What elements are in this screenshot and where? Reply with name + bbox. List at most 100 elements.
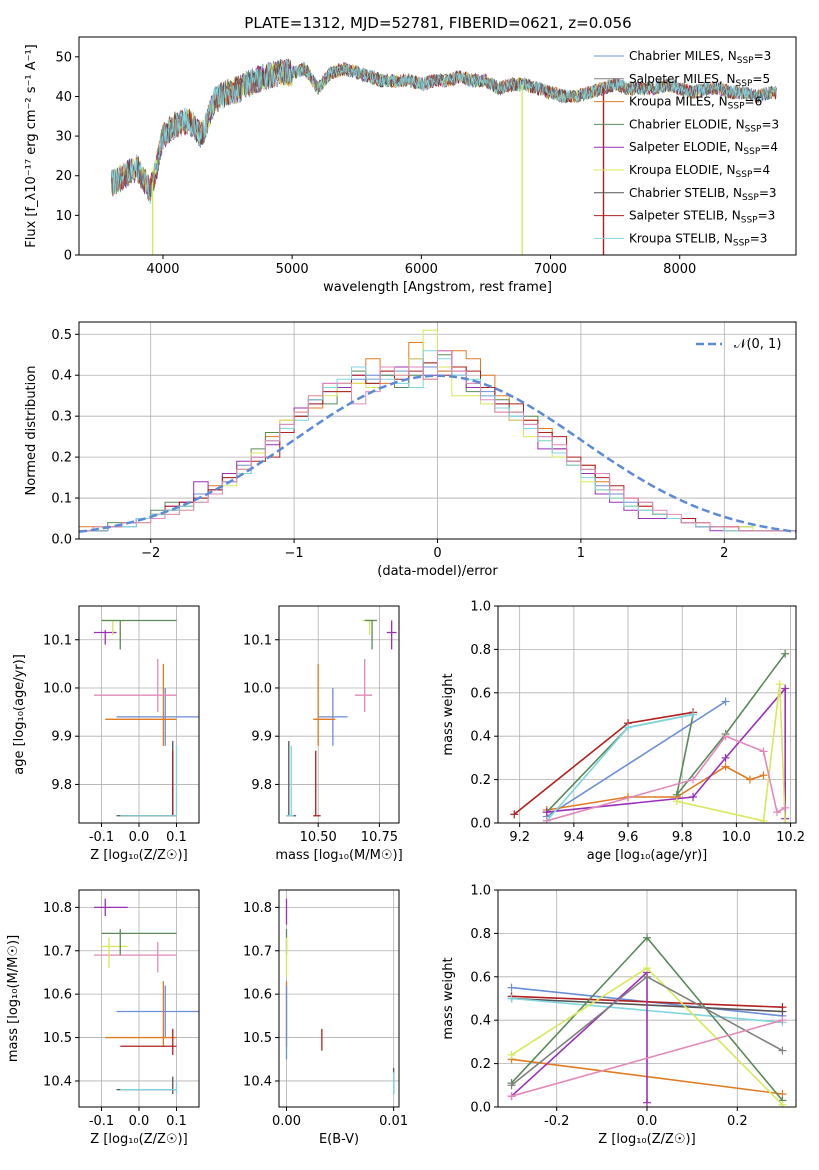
weight-series xyxy=(546,700,727,818)
y-tick-label: 20 xyxy=(55,169,72,184)
y-tick-label: 0.0 xyxy=(51,533,72,548)
x-tick-label: 10.0 xyxy=(722,830,751,845)
y-axis-label: mass weight xyxy=(441,673,456,755)
mass_vs_EBV-panel: 0.00 0.01 10.4 10.5 10.6 10.7 10.8 E(B-V) xyxy=(243,889,408,1147)
y-tick-label: 10.8 xyxy=(243,901,272,916)
y-tick-label: 10.6 xyxy=(43,988,72,1003)
x-tick-label: 9.4 xyxy=(564,830,585,845)
weight-series xyxy=(676,684,786,823)
y-tick-label: 1.0 xyxy=(470,884,491,899)
x-tick-label: 10.2 xyxy=(776,830,805,845)
x-tick-label: 0.1 xyxy=(166,1114,187,1129)
age_vs_mass-frame xyxy=(278,605,400,824)
x-tick-label: 9.2 xyxy=(509,830,530,845)
y-tick-label: 9.8 xyxy=(51,778,72,793)
y-tick-label: 0.6 xyxy=(470,970,491,985)
spectrum-panel: 4000 5000 6000 7000 8000 0 10 20 30 40 50 wavelengt… xyxy=(24,36,797,295)
y-axis-label: age [log₁₀(age/yr)] xyxy=(12,654,27,775)
weight-series xyxy=(546,686,786,819)
y-tick-label: 0.2 xyxy=(470,773,491,788)
x-tick-label: 0.1 xyxy=(166,830,187,845)
residuals-plot-area xyxy=(79,322,796,539)
x-tick-label: 0.0 xyxy=(129,830,150,845)
x-axis-label: (data-model)/error xyxy=(377,564,498,579)
y-tick-label: 0.1 xyxy=(51,492,72,507)
x-tick-label: −2 xyxy=(141,546,160,561)
y-tick-label: 10.5 xyxy=(243,1031,272,1046)
y-tick-label: 10.1 xyxy=(43,633,72,648)
x-tick-label: 7000 xyxy=(534,262,567,277)
legend-label: Salpeter MILES, NSSP=5 xyxy=(629,72,770,89)
y-axis-label: Normed distribution xyxy=(24,366,39,496)
spectrum-line xyxy=(110,59,777,205)
weight_vs_age-plot-area xyxy=(498,606,796,823)
histogram-series xyxy=(79,350,796,539)
y-tick-label: 0.3 xyxy=(51,410,72,425)
y-tick-label: 0.5 xyxy=(51,328,72,343)
legend-label: Chabrier MILES, NSSP=3 xyxy=(629,49,771,66)
spectrum-plot-area xyxy=(110,58,777,255)
x-tick-label: 8000 xyxy=(663,262,696,277)
x-axis-label: Z [log₁₀(Z/Z☉)] xyxy=(90,1132,187,1147)
weight_vs_Z-plot-area xyxy=(498,890,796,1107)
legend-label: Kroupa STELIB, NSSP=3 xyxy=(629,231,767,248)
legend-label: Kroupa MILES, NSSP=6 xyxy=(629,95,762,112)
y-tick-label: 10.8 xyxy=(43,901,72,916)
spectrum-legend: Chabrier MILES, NSSP=3 Salpeter MILES, NS… xyxy=(594,49,779,248)
y-tick-label: 9.9 xyxy=(251,730,272,745)
y-tick-label: 0.8 xyxy=(470,643,491,658)
y-tick-label: 0.2 xyxy=(470,1057,491,1072)
x-tick-label: 0.0 xyxy=(129,1114,150,1129)
y-tick-label: 10.4 xyxy=(43,1074,72,1089)
residuals-panel: −2 −1 0 1 2 0.0 0.1 0.2 0.3 0.4 0.5 (data-model)/er… xyxy=(24,321,797,579)
y-tick-label: 10.6 xyxy=(243,988,272,1003)
y-tick-label: 0.0 xyxy=(470,817,491,832)
y-tick-label: 10.4 xyxy=(243,1074,272,1089)
mass_vs_Z-plot-area xyxy=(79,890,199,1107)
y-tick-label: 10.1 xyxy=(243,633,272,648)
normal-curve xyxy=(79,374,796,534)
spectrum-frame xyxy=(78,36,797,256)
x-axis-label: mass [log₁₀(M/M☉)] xyxy=(275,848,402,863)
figure-title: PLATE=1312, MJD=52781, FIBERID=0621, z=0… xyxy=(244,14,631,32)
legend-label: Salpeter ELODIE, NSSP=4 xyxy=(629,140,778,157)
x-tick-label: 5000 xyxy=(276,262,309,277)
legend-label: Chabrier ELODIE, NSSP=3 xyxy=(629,117,779,134)
x-tick-label: 6000 xyxy=(405,262,438,277)
age_vs_mass-plot-area xyxy=(279,606,399,823)
x-tick-label: 9.6 xyxy=(618,830,639,845)
y-tick-label: 10.0 xyxy=(43,681,72,696)
x-tick-label: -0.1 xyxy=(89,830,114,845)
y-axis-label: Flux [f_λ10⁻¹⁷ erg cm⁻² s⁻¹ A⁻¹] xyxy=(24,44,39,248)
legend-label: Salpeter STELIB, NSSP=3 xyxy=(629,209,775,226)
y-tick-label: 0.4 xyxy=(470,1014,491,1029)
weight-series xyxy=(546,653,786,813)
y-tick-label: 30 xyxy=(55,130,72,145)
y-tick-label: 0.6 xyxy=(470,686,491,701)
x-tick-label: -0.1 xyxy=(89,1114,114,1129)
x-tick-label: 9.8 xyxy=(672,830,693,845)
x-axis-label: age [log₁₀(age/yr)] xyxy=(587,848,708,863)
x-tick-label: 0.01 xyxy=(379,1114,408,1129)
legend-label: Kroupa ELODIE, NSSP=4 xyxy=(629,163,770,180)
weight_vs_age-frame xyxy=(497,605,797,824)
x-axis-label: E(B-V) xyxy=(319,1132,359,1147)
x-tick-label: 10.50 xyxy=(300,830,337,845)
y-tick-label: 10.7 xyxy=(243,944,272,959)
mass_vs_EBV-frame xyxy=(278,889,400,1108)
legend-label: 𝒩(0, 1) xyxy=(734,337,781,352)
y-tick-label: 40 xyxy=(55,90,72,105)
x-tick-label: 0.2 xyxy=(727,1114,748,1129)
x-tick-label: 10.75 xyxy=(361,830,398,845)
mass_vs_EBV-plot-area xyxy=(279,890,399,1107)
y-tick-label: 1.0 xyxy=(470,600,491,615)
mass_vs_Z-panel: -0.1 0.0 0.1 10.4 10.5 10.6 10.7 10.8 Z [log₁₀(Z… xyxy=(6,889,200,1147)
y-tick-label: 10.7 xyxy=(43,944,72,959)
y-tick-label: 9.9 xyxy=(51,730,72,745)
x-tick-label: 4000 xyxy=(146,262,179,277)
y-tick-label: 10.0 xyxy=(243,681,272,696)
x-tick-label: 1 xyxy=(577,546,585,561)
x-tick-label: 0.0 xyxy=(637,1114,658,1129)
legend-label: Chabrier STELIB, NSSP=3 xyxy=(629,186,777,203)
